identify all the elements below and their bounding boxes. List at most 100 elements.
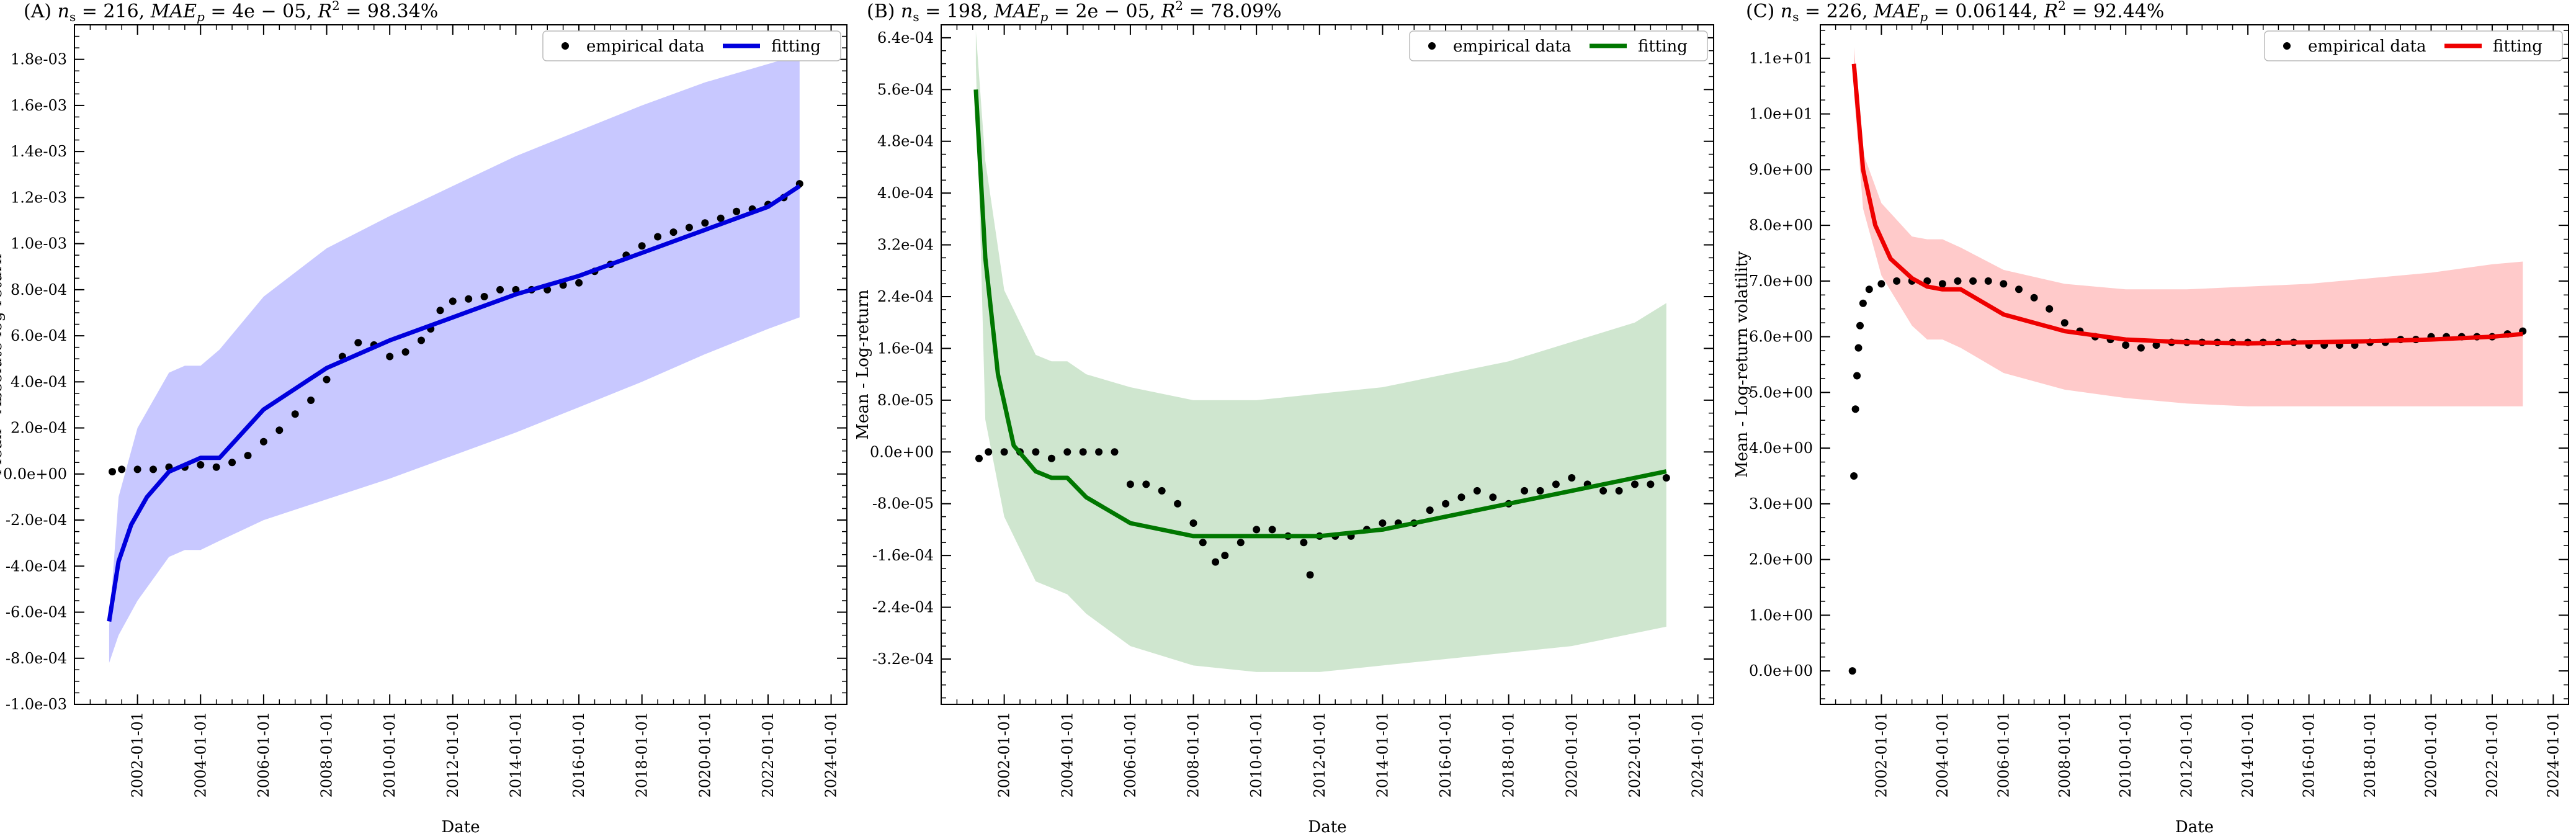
data-point xyxy=(1237,539,1245,547)
data-point xyxy=(1079,448,1087,456)
x-tick-label: 2024-01-01 xyxy=(1689,712,1707,797)
panel-letter: (A) xyxy=(24,1,58,22)
x-tick-label: 2016-01-01 xyxy=(570,712,588,797)
x-tick-label: 2022-01-01 xyxy=(2484,712,2501,797)
y-tick-label: -8.0e-04 xyxy=(6,650,67,667)
x-tick-label: 2014-01-01 xyxy=(2239,712,2256,797)
data-point xyxy=(1126,480,1134,488)
x-tick-label: 2012-01-01 xyxy=(2178,712,2196,797)
x-tick-label: 2002-01-01 xyxy=(129,712,146,797)
x-tick-label: 2008-01-01 xyxy=(2056,712,2073,797)
sample-count: = 198, xyxy=(919,1,995,22)
y-tick-label: 3.2e-04 xyxy=(877,236,934,254)
data-point xyxy=(638,242,646,250)
y-tick-label: 0.0e+00 xyxy=(1749,662,1813,680)
plot-area xyxy=(973,31,1670,672)
data-point xyxy=(975,454,983,462)
panel-letter: (B) xyxy=(867,1,901,22)
y-tick-label: 1.2e-03 xyxy=(11,189,67,206)
panel-title: (C) ns = 226, MAEp = 0.06144, R2 = 92.44… xyxy=(1746,0,2164,24)
data-point xyxy=(1536,487,1544,495)
data-point xyxy=(1851,405,1859,413)
y-tick-label: 5.6e-04 xyxy=(877,81,934,98)
fitting-line xyxy=(1851,63,2523,346)
y-tick-label: 4.8e-04 xyxy=(877,133,934,150)
data-point xyxy=(733,207,741,215)
legend-marker-data xyxy=(561,42,569,50)
axes-frame xyxy=(74,24,847,705)
data-point xyxy=(118,465,126,473)
x-tick-label: 2018-01-01 xyxy=(2361,712,2379,797)
x-axis-label: Date xyxy=(441,818,480,837)
y-tick-label: 1.0e-03 xyxy=(11,235,67,253)
data-point xyxy=(1984,277,1992,285)
y-tick-label: 6.4e-04 xyxy=(877,29,934,47)
y-tick-label: 8.0e-04 xyxy=(11,281,67,298)
mae-value: = 2e − 05, xyxy=(1048,1,1161,22)
y-tick-label: 4.0e+00 xyxy=(1749,439,1813,457)
data-point xyxy=(228,459,236,467)
x-tick-label: 2020-01-01 xyxy=(696,712,713,797)
data-point xyxy=(1893,277,1901,285)
y-tick-label: 8.0e-05 xyxy=(877,392,934,409)
r2-value: = 78.09% xyxy=(1183,1,1282,22)
data-point xyxy=(1457,493,1465,501)
legend: empirical data fitting xyxy=(542,30,841,61)
data-point xyxy=(575,279,583,287)
data-point xyxy=(669,228,678,236)
data-point xyxy=(2000,280,2008,288)
data-point xyxy=(1923,277,1931,285)
data-point xyxy=(1379,519,1387,527)
data-point xyxy=(985,448,993,456)
x-axis-label: Date xyxy=(2175,818,2214,837)
data-point xyxy=(2152,341,2160,349)
data-point xyxy=(1647,480,1655,488)
data-point xyxy=(1599,487,1608,495)
legend-marker-data xyxy=(2283,42,2291,50)
data-point xyxy=(1426,506,1434,514)
x-tick-label: 2014-01-01 xyxy=(507,712,524,797)
data-point xyxy=(307,397,315,404)
y-tick-label: 1.4e-03 xyxy=(11,143,67,160)
y-axis-label: Mean - Log-return volatility xyxy=(1733,251,1751,478)
y-tick-label: -3.2e-04 xyxy=(872,650,934,668)
data-point xyxy=(1854,344,1863,352)
y-tick-label: 1.0e+00 xyxy=(1749,606,1813,624)
y-tick-label: -6.0e-04 xyxy=(6,604,67,621)
data-point xyxy=(685,223,693,231)
y-tick-label: 1.1e+01 xyxy=(1749,50,1813,67)
x-tick-label: 2008-01-01 xyxy=(1185,712,1202,797)
data-point xyxy=(1662,474,1670,482)
x-tick-label: 2010-01-01 xyxy=(1248,712,1265,797)
x-tick-label: 2018-01-01 xyxy=(1500,712,1518,797)
y-tick-label: -1.6e-04 xyxy=(872,547,934,564)
legend-label-fit: fitting xyxy=(771,37,821,56)
data-point xyxy=(244,452,252,460)
data-point xyxy=(2137,344,2145,352)
data-point xyxy=(197,461,205,469)
y-tick-label: -1.0e-03 xyxy=(6,696,67,713)
data-point xyxy=(1221,552,1229,560)
y-tick-label: 1.6e-04 xyxy=(877,339,934,357)
data-point xyxy=(418,336,425,344)
data-point xyxy=(1521,487,1529,495)
y-tick-label: -2.4e-04 xyxy=(872,599,934,616)
y-tick-label: -2.0e-04 xyxy=(6,511,67,529)
data-point xyxy=(354,339,362,347)
data-point xyxy=(436,307,444,315)
x-tick-label: 2020-01-01 xyxy=(1563,712,1580,797)
data-point xyxy=(2030,294,2038,302)
x-tick-label: 2016-01-01 xyxy=(1437,712,1454,797)
y-tick-label: 2.0e-04 xyxy=(11,420,67,437)
legend-box xyxy=(1409,30,1708,61)
data-point xyxy=(1859,299,1867,307)
x-tick-label: 2024-01-01 xyxy=(823,712,840,797)
y-tick-label: -4.0e-04 xyxy=(6,557,67,575)
data-point xyxy=(1442,500,1450,508)
data-point xyxy=(386,352,394,361)
x-tick-label: 2022-01-01 xyxy=(1626,712,1644,797)
data-point xyxy=(1095,448,1103,456)
plot-area xyxy=(107,55,803,663)
legend-box xyxy=(2264,30,2563,61)
